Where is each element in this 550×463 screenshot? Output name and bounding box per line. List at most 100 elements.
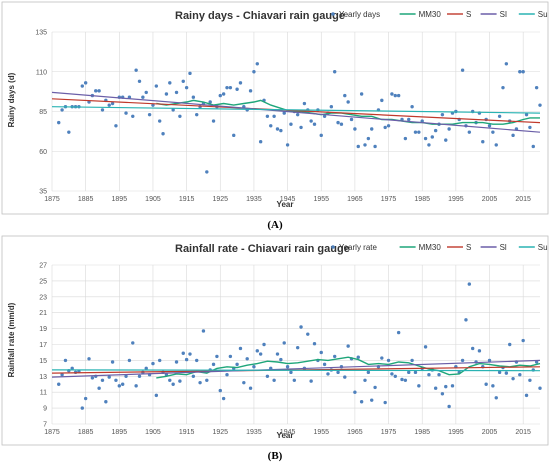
data-point bbox=[285, 143, 290, 147]
data-point bbox=[252, 365, 256, 369]
data-point bbox=[201, 329, 206, 333]
y-tick-label: 21 bbox=[39, 310, 47, 317]
data-point bbox=[225, 373, 229, 377]
data-point bbox=[127, 95, 132, 99]
x-tick-label: 1875 bbox=[44, 196, 60, 203]
data-point bbox=[333, 354, 337, 359]
data-point bbox=[407, 117, 411, 122]
data-point bbox=[60, 108, 64, 112]
legend-label: MM30 bbox=[419, 10, 442, 19]
data-point bbox=[491, 130, 495, 134]
data-point bbox=[403, 378, 408, 382]
data-point bbox=[491, 384, 495, 388]
data-point bbox=[228, 354, 233, 359]
data-point bbox=[195, 358, 199, 363]
data-point bbox=[380, 98, 384, 103]
data-point bbox=[393, 93, 397, 98]
x-axis-ticks: 1875 1885 1895 1905 1915 1925 1935 1945 1955 1965… bbox=[44, 196, 531, 203]
x-tick-label: 1875 bbox=[44, 429, 60, 436]
data-point bbox=[420, 119, 424, 123]
data-point bbox=[157, 119, 162, 123]
data-point bbox=[524, 393, 529, 398]
data-point bbox=[131, 341, 135, 345]
data-point bbox=[353, 127, 357, 131]
data-point bbox=[538, 103, 542, 107]
series-line-s bbox=[51, 98, 541, 124]
data-point bbox=[171, 382, 175, 386]
data-point bbox=[487, 124, 492, 128]
data-point bbox=[366, 136, 371, 141]
x-tick-label: 1955 bbox=[313, 196, 329, 203]
data-point bbox=[124, 374, 128, 378]
data-point bbox=[319, 133, 323, 138]
data-point bbox=[205, 170, 209, 174]
data-point bbox=[275, 352, 280, 356]
data-point bbox=[521, 70, 525, 74]
data-point bbox=[157, 358, 162, 363]
legend-item-su: Su bbox=[518, 243, 548, 252]
data-point bbox=[215, 354, 219, 359]
data-point bbox=[97, 89, 101, 93]
x-tick-label: 1925 bbox=[212, 429, 228, 436]
data-point bbox=[205, 378, 209, 382]
y-tick-label: 13 bbox=[39, 374, 47, 381]
data-point bbox=[285, 365, 290, 369]
data-point bbox=[279, 357, 283, 362]
data-point bbox=[282, 341, 286, 345]
x-tick-label: 1885 bbox=[78, 196, 94, 203]
data-point bbox=[67, 130, 71, 134]
data-point bbox=[413, 130, 418, 134]
data-point bbox=[218, 388, 222, 393]
data-point bbox=[181, 351, 185, 355]
data-point bbox=[440, 392, 445, 396]
data-point bbox=[390, 92, 394, 96]
data-point bbox=[322, 362, 327, 367]
y-tick-label: 11 bbox=[40, 390, 47, 397]
data-point bbox=[211, 362, 216, 367]
data-point bbox=[100, 378, 105, 382]
data-point bbox=[134, 384, 138, 388]
y-tick-label: 27 bbox=[39, 263, 47, 270]
data-point bbox=[188, 352, 192, 356]
data-point bbox=[94, 89, 98, 93]
data-point bbox=[100, 108, 105, 112]
data-point bbox=[359, 92, 364, 96]
legend-label: S bbox=[466, 10, 471, 19]
series-layer bbox=[51, 62, 542, 174]
legend-label: S bbox=[466, 243, 471, 252]
x-tick-label: 1975 bbox=[381, 196, 397, 203]
data-point bbox=[343, 375, 347, 379]
data-point bbox=[497, 114, 502, 118]
data-point bbox=[373, 144, 377, 149]
y-tick-label: 110 bbox=[36, 69, 47, 76]
data-point bbox=[504, 62, 509, 66]
series-line-si bbox=[51, 91, 541, 133]
data-point bbox=[373, 385, 377, 390]
data-point bbox=[336, 370, 340, 375]
data-point bbox=[336, 120, 340, 125]
data-point bbox=[107, 375, 111, 379]
data-point bbox=[238, 81, 243, 85]
data-point bbox=[366, 370, 371, 375]
data-point bbox=[450, 384, 455, 388]
x-tick-label: 1985 bbox=[414, 429, 430, 436]
data-point bbox=[484, 382, 488, 386]
x-tick-label: 1935 bbox=[246, 196, 262, 203]
data-point bbox=[531, 144, 535, 149]
data-point bbox=[107, 103, 111, 107]
data-point bbox=[195, 112, 199, 117]
panel-label-a: (A) bbox=[267, 219, 283, 231]
data-point bbox=[191, 95, 196, 99]
data-point bbox=[508, 342, 512, 347]
x-tick-label: 2005 bbox=[482, 429, 498, 436]
data-point bbox=[174, 90, 179, 95]
data-point bbox=[427, 373, 431, 377]
x-tick-label: 1945 bbox=[280, 196, 296, 203]
legend-label: Su bbox=[538, 243, 548, 252]
data-point bbox=[511, 133, 515, 138]
legend: Yearly days MM30 S SI Su bbox=[331, 10, 548, 19]
data-point bbox=[346, 100, 350, 104]
data-point bbox=[63, 358, 68, 363]
data-point bbox=[518, 70, 522, 74]
